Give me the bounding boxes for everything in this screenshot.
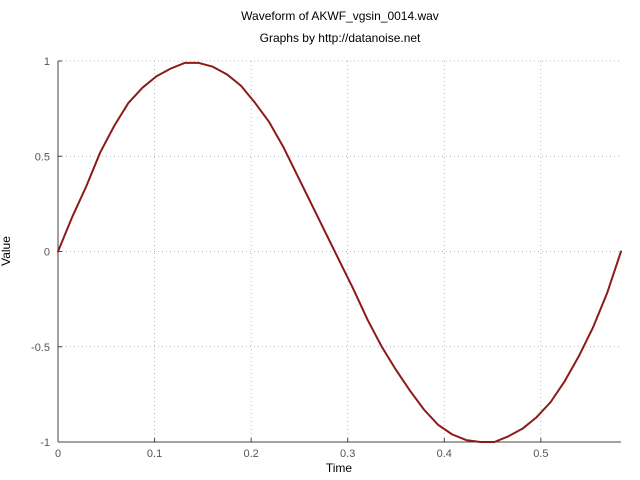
waveform-series-line-0	[57, 61, 622, 443]
y-tick-label-0: -1	[40, 437, 50, 449]
y-axis-label: Value	[0, 236, 13, 266]
y-tick-label-3: 0.5	[35, 151, 50, 163]
y-tick-label-2: 0	[44, 247, 50, 259]
chart-subtitle: Graphs by http://datanoise.net	[260, 31, 421, 45]
tick-layer: 0 0.1 0.2 0.3 0.4 0.5 -1 -0.5 0 0.5 1	[31, 56, 548, 460]
x-tick-label-4: 0.4	[437, 448, 452, 460]
series-layer	[57, 61, 622, 443]
x-tick-label-1: 0.1	[147, 448, 162, 460]
grid-layer	[57, 60, 621, 443]
y-tick-label-4: 1	[44, 56, 50, 68]
chart-title: Waveform of AKWF_vgsin_0014.wav	[241, 9, 439, 23]
x-tick-label-3: 0.3	[340, 448, 355, 460]
x-tick-label-0: 0	[55, 448, 61, 460]
x-axis-label: Time	[326, 461, 353, 475]
x-tick-label-2: 0.2	[243, 448, 258, 460]
y-tick-label-1: -0.5	[31, 342, 50, 354]
x-tick-label-5: 0.5	[533, 448, 548, 460]
